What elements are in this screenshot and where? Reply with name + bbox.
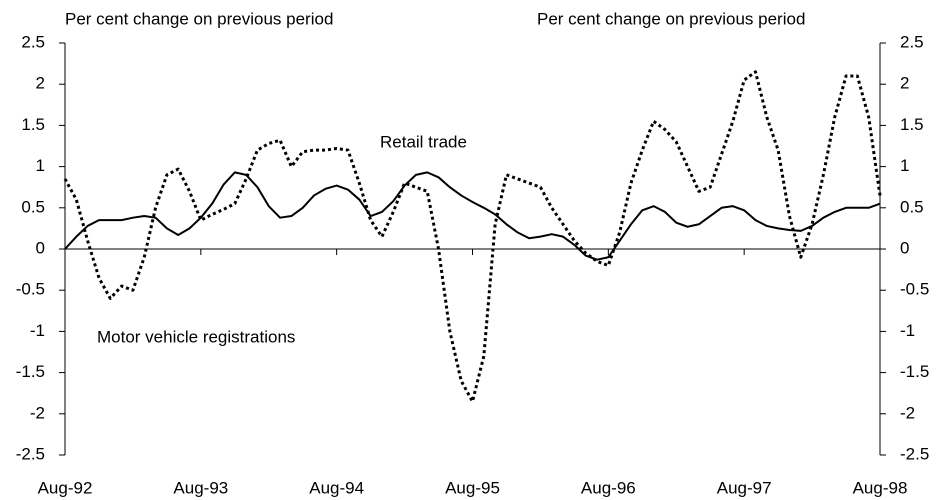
y-tick-label: 1 (36, 156, 45, 175)
x-tick-label: Aug-98 (853, 478, 908, 497)
x-tick-label: Aug-96 (581, 478, 636, 497)
y-tick-label: -1.5 (16, 362, 45, 381)
y2-tick-label: 2.5 (900, 32, 924, 51)
y-axis-title: Per cent change on previous period (65, 9, 333, 28)
y2-tick-label: 0.5 (900, 197, 924, 216)
y-tick-label: 0.5 (21, 197, 45, 216)
y-tick-label: 2 (36, 74, 45, 93)
series-label: Motor vehicle registrations (97, 327, 295, 346)
y2-tick-label: 0 (900, 238, 909, 257)
x-tick-label: Aug-97 (717, 478, 772, 497)
y-tick-label: -2.5 (16, 444, 45, 463)
y2-tick-label: 2 (900, 74, 909, 93)
x-tick-label: Aug-95 (445, 478, 500, 497)
y2-tick-label: -1 (900, 321, 915, 340)
y-tick-label: -1 (30, 321, 45, 340)
y2-tick-label: 1 (900, 156, 909, 175)
y2-tick-label: 1.5 (900, 115, 924, 134)
y2-tick-label: -2.5 (900, 444, 929, 463)
series-line (63, 70, 882, 403)
x-tick-label: Aug-93 (173, 478, 228, 497)
y-tick-label: 1.5 (21, 115, 45, 134)
y2-tick-label: -1.5 (900, 362, 929, 381)
series-line (64, 171, 881, 261)
x-tick-label: Aug-94 (309, 478, 364, 497)
series-label: Retail trade (380, 132, 467, 151)
y-tick-label: -2 (30, 403, 45, 422)
y2-axis-title: Per cent change on previous period (537, 9, 805, 28)
y2-tick-label: -2 (900, 403, 915, 422)
y-tick-label: 0 (36, 238, 45, 257)
y2-tick-label: -0.5 (900, 280, 929, 299)
y-tick-label: -0.5 (16, 280, 45, 299)
x-tick-label: Aug-92 (38, 478, 93, 497)
y-tick-label: 2.5 (21, 32, 45, 51)
